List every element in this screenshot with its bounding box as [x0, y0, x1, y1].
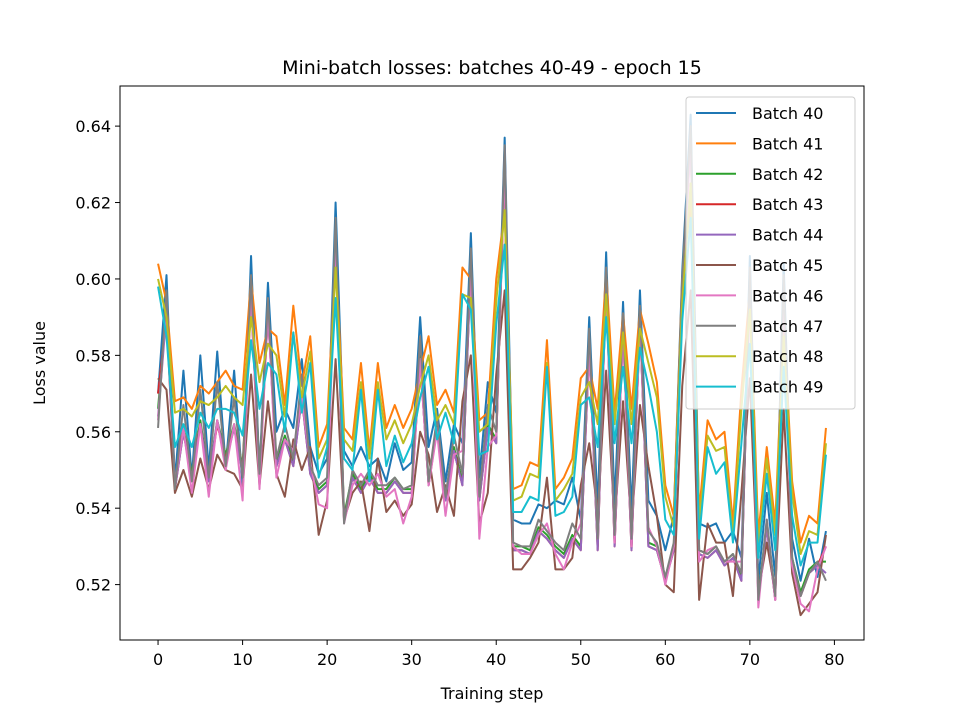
chart-title: Mini-batch losses: batches 40-49 - epoch…	[282, 57, 702, 79]
series-line-47	[157, 125, 827, 601]
x-tick-label: 0	[153, 650, 163, 669]
legend-label: Batch 42	[752, 165, 823, 184]
y-tick-label: 0.58	[75, 346, 111, 365]
x-tick-label: 80	[824, 650, 844, 669]
y-tick-label: 0.62	[75, 194, 111, 213]
x-axis: 0 10 20 30 40 50 60 70 80	[153, 640, 845, 669]
legend-label: Batch 43	[752, 195, 823, 214]
legend-label: Batch 45	[752, 256, 823, 275]
legend: Batch 40 Batch 41 Batch 42 Batch 43 Batch 44…	[685, 96, 856, 410]
x-tick-label: 30	[402, 650, 422, 669]
series-line-49	[157, 216, 827, 567]
y-tick-label: 0.64	[75, 117, 111, 136]
x-tick-label: 10	[232, 650, 252, 669]
series-lines	[157, 113, 827, 617]
legend-label: Batch 41	[752, 134, 823, 153]
legend-label: Batch 49	[752, 378, 823, 397]
series-line-45	[157, 289, 827, 617]
x-tick-label: 50	[571, 650, 591, 669]
y-tick-label: 0.52	[75, 576, 111, 595]
y-axis: 0.52 0.54 0.56 0.58 0.60 0.62 0.64	[75, 117, 120, 595]
plot-frame	[119, 85, 865, 641]
x-tick-label: 60	[655, 650, 675, 669]
legend-label: Batch 40	[752, 104, 823, 123]
legend-label: Batch 48	[752, 347, 823, 366]
x-axis-label: Training step	[440, 684, 544, 703]
series-line-48	[157, 182, 827, 556]
legend-label: Batch 47	[752, 317, 823, 336]
legend-label: Batch 46	[752, 286, 823, 305]
y-tick-label: 0.54	[75, 499, 111, 518]
x-tick-label: 20	[317, 650, 337, 669]
x-tick-label: 70	[740, 650, 760, 669]
legend-box	[685, 96, 856, 410]
x-tick-label: 40	[486, 650, 506, 669]
legend-label: Batch 44	[752, 226, 823, 245]
y-axis-label: Loss value	[30, 321, 49, 405]
y-tick-label: 0.60	[75, 270, 111, 289]
y-tick-label: 0.56	[75, 423, 111, 442]
